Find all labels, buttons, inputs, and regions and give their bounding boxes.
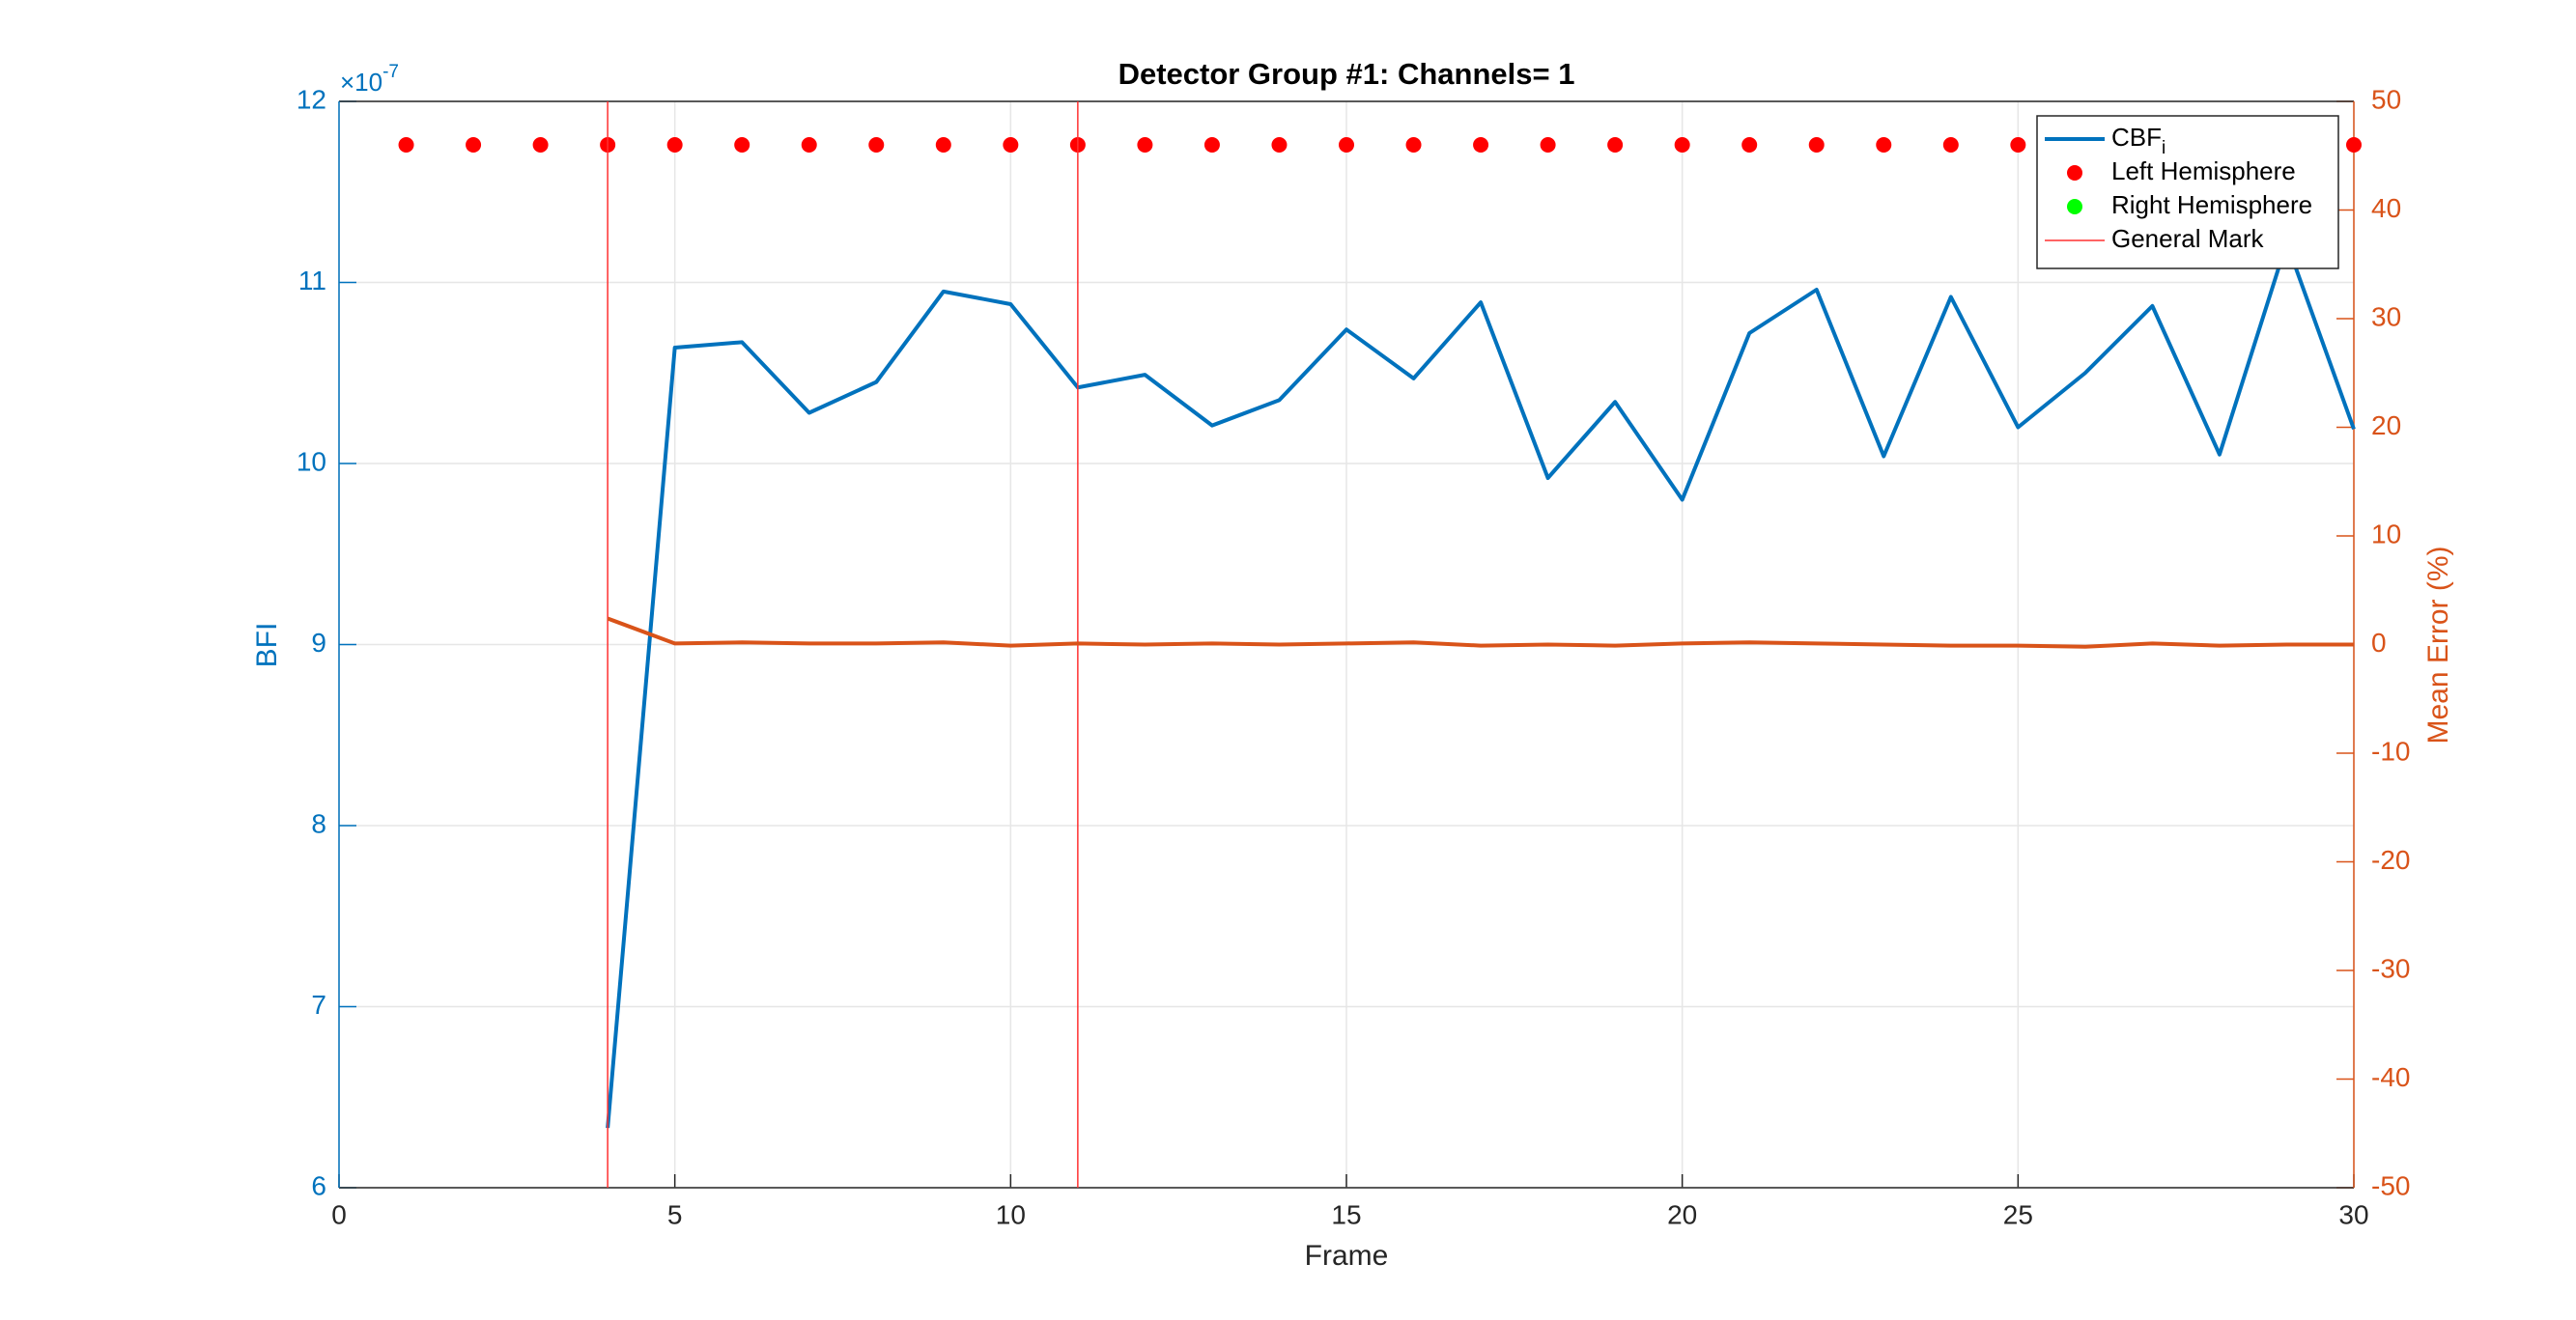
data-point xyxy=(1405,137,1422,153)
data-point xyxy=(1271,137,1288,153)
data-line xyxy=(606,240,2356,1129)
data-point xyxy=(666,137,683,153)
chart-title: Detector Group #1: Channels= 1 xyxy=(1118,57,1575,91)
data-point xyxy=(1339,137,1354,153)
y2-tick-label: -20 xyxy=(2371,845,2410,875)
legend-swatch xyxy=(2067,199,2082,214)
legend-label: General Mark xyxy=(2111,224,2264,253)
data-point xyxy=(1741,137,1758,153)
y-tick-label: 9 xyxy=(311,628,326,658)
y-tick-label: 6 xyxy=(311,1170,326,1200)
legend-name: CBF xyxy=(2111,123,2162,152)
data-point xyxy=(1808,137,1825,153)
data-point xyxy=(466,137,482,153)
data-point xyxy=(2010,137,2026,153)
x-axis-label: Frame xyxy=(1305,1240,1389,1272)
legend-name: Right Hemisphere xyxy=(2111,190,2312,219)
x-tick-label: 20 xyxy=(1667,1199,1697,1229)
x-tick-label: 15 xyxy=(1331,1199,1361,1229)
data-point xyxy=(1137,137,1153,153)
y2-tick-label: 0 xyxy=(2371,628,2387,658)
legend-subscript: i xyxy=(2162,138,2166,158)
legend-box xyxy=(2036,115,2339,269)
data-line xyxy=(607,616,2354,649)
data-point xyxy=(1674,137,1690,153)
data-point xyxy=(801,137,817,153)
legend-label: Left Hemisphere xyxy=(2111,156,2296,185)
data-point xyxy=(868,137,885,153)
legend-label: Right Hemisphere xyxy=(2111,190,2312,219)
legend-name: Left Hemisphere xyxy=(2111,156,2296,185)
data-point xyxy=(1003,137,1019,153)
y-tick-label: 11 xyxy=(298,266,326,295)
exponent-label: ×10-7 xyxy=(340,62,399,97)
legend-name: General Mark xyxy=(2111,224,2264,253)
y2-tick-label: 10 xyxy=(2371,519,2401,548)
legend-swatch xyxy=(2067,165,2082,181)
data-point xyxy=(1876,137,1892,153)
data-point xyxy=(935,137,951,153)
data-point xyxy=(2346,137,2362,153)
x-tick-label: 30 xyxy=(2338,1199,2368,1229)
data-point xyxy=(1540,137,1556,153)
y-tick-label: 10 xyxy=(297,446,326,476)
y2-tick-label: -40 xyxy=(2371,1062,2410,1092)
x-tick-label: 0 xyxy=(331,1199,347,1229)
y-tick-label: 7 xyxy=(311,990,326,1020)
x-tick-label: 10 xyxy=(996,1199,1026,1229)
y-axis-label: BFI xyxy=(251,623,283,668)
x-tick-label: 5 xyxy=(667,1199,683,1229)
y2-tick-label: 50 xyxy=(2371,84,2401,114)
legend-label: CBFi xyxy=(2111,123,2166,158)
y2-tick-label: -30 xyxy=(2371,953,2410,983)
y2-tick-label: -50 xyxy=(2371,1170,2410,1200)
exponent: -7 xyxy=(382,62,399,82)
x-tick-label: 25 xyxy=(2003,1199,2033,1229)
y2-tick-label: 40 xyxy=(2371,193,2401,223)
y2-tick-label: 30 xyxy=(2371,301,2401,331)
data-point xyxy=(1607,137,1624,153)
data-point xyxy=(1942,137,1959,153)
y2-axis-label: Mean Error (%) xyxy=(2422,546,2454,744)
y-tick-label: 12 xyxy=(297,84,326,114)
y2-tick-label: -10 xyxy=(2371,736,2410,766)
data-point xyxy=(398,137,414,153)
y-tick-label: 8 xyxy=(311,808,326,838)
data-point xyxy=(734,137,750,153)
data-point xyxy=(532,137,549,153)
y2-tick-label: 20 xyxy=(2371,410,2401,440)
data-point xyxy=(1473,137,1489,153)
exponent-base: ×10 xyxy=(340,68,382,97)
data-point xyxy=(1203,137,1220,153)
